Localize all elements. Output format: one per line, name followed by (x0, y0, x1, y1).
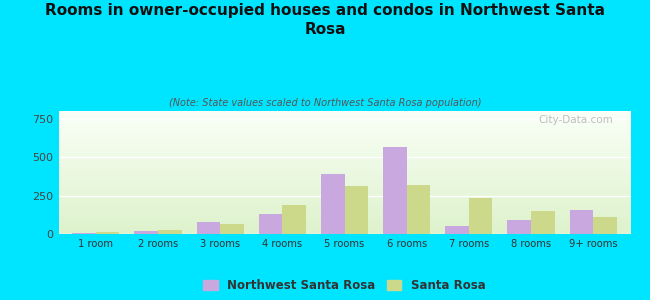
Bar (220, 224, 244, 234)
Bar (158, 230, 181, 234)
Bar (531, 211, 554, 234)
Bar (407, 185, 430, 234)
Bar (445, 226, 469, 234)
Bar (469, 198, 493, 234)
Bar (383, 147, 407, 234)
Bar (135, 231, 158, 234)
Bar (72, 233, 96, 234)
Bar (593, 217, 617, 234)
Text: (Note: State values scaled to Northwest Santa Rosa population): (Note: State values scaled to Northwest … (169, 98, 481, 107)
Text: City-Data.com: City-Data.com (539, 115, 614, 125)
Bar (196, 223, 220, 234)
Bar (321, 174, 345, 234)
Text: Rooms in owner-occupied houses and condos in Northwest Santa
Rosa: Rooms in owner-occupied houses and condo… (45, 3, 605, 37)
Bar (282, 205, 306, 234)
Bar (508, 220, 531, 234)
Bar (96, 232, 120, 234)
Bar (259, 214, 282, 234)
Legend: Northwest Santa Rosa, Santa Rosa: Northwest Santa Rosa, Santa Rosa (203, 279, 486, 292)
Bar (344, 186, 368, 234)
Bar (569, 210, 593, 234)
